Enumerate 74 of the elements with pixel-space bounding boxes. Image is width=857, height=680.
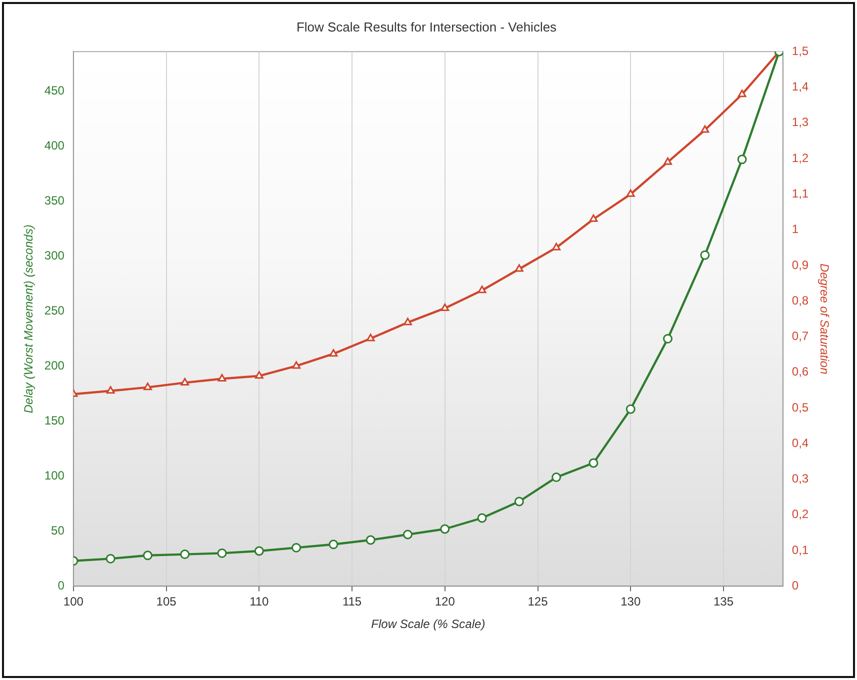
point — [514, 264, 524, 272]
y2-tick-label: 0,9 — [792, 258, 809, 272]
y2-tick-label: 1,5 — [792, 44, 809, 58]
y-tick-label: 200 — [44, 358, 65, 373]
point — [738, 90, 746, 98]
y-tick-label: 350 — [44, 194, 65, 208]
point — [217, 548, 227, 558]
x-tick-label: 115 — [342, 594, 362, 609]
y2-tick-label: 0,6 — [792, 364, 809, 379]
y-tick-label: 150 — [44, 414, 65, 428]
point — [329, 349, 338, 357]
y2-tick-label: 0,4 — [792, 436, 809, 450]
y2-axis-title: Degree of Saturation — [817, 264, 832, 375]
point — [514, 496, 524, 506]
x-tick-label: 100 — [63, 594, 84, 609]
x-tick-label: 120 — [434, 594, 456, 609]
point — [292, 361, 301, 369]
y2-tick-label: 0 — [792, 578, 799, 593]
y-tick-label: 400 — [44, 138, 65, 153]
y-tick-label: 450 — [44, 84, 65, 98]
point — [366, 535, 376, 545]
point — [402, 530, 412, 540]
y2-tick-label: 0,3 — [792, 472, 809, 486]
point — [478, 286, 486, 294]
y-tick-label: 250 — [44, 304, 65, 318]
y2-tick-label: 1,3 — [792, 115, 809, 130]
point — [477, 513, 487, 523]
y2-tick-label: 0,2 — [792, 507, 809, 522]
y-tick-label: 0 — [58, 578, 65, 593]
point — [440, 303, 450, 311]
x-tick-label: 125 — [528, 594, 548, 609]
y2-tick-label: 1,2 — [792, 150, 809, 165]
y-axis-title: Delay (Worst Movement) (seconds) — [22, 224, 36, 414]
point — [106, 554, 116, 564]
x-tick-label: 130 — [620, 594, 641, 609]
y2-tick-label: 1,1 — [792, 186, 809, 200]
x-axis-title: Flow Scale (% Scale) — [371, 617, 486, 632]
point — [552, 472, 562, 482]
point — [292, 542, 302, 552]
point — [328, 540, 338, 550]
point — [700, 250, 710, 260]
point — [142, 550, 152, 560]
chart-title: Flow Scale Results for Intersection - Vehicles — [296, 19, 558, 34]
point — [218, 374, 226, 382]
point — [552, 242, 561, 250]
point — [366, 334, 375, 342]
point — [700, 125, 710, 133]
point — [664, 157, 672, 165]
x-tick-label: 105 — [156, 594, 177, 609]
point — [106, 386, 115, 394]
point — [254, 546, 264, 556]
point — [663, 334, 673, 344]
y-tick-label: 100 — [44, 468, 65, 483]
point — [180, 550, 190, 560]
y-tick-label: 300 — [44, 248, 65, 263]
point — [588, 458, 598, 468]
point — [144, 382, 152, 390]
y2-tick-label: 0,5 — [792, 400, 809, 414]
x-tick-label: 110 — [250, 594, 270, 609]
x-tick-label: 135 — [713, 594, 734, 609]
y2-tick-label: 0,7 — [792, 329, 809, 344]
point — [737, 154, 747, 164]
point — [626, 404, 636, 414]
point — [404, 318, 412, 326]
y2-tick-label: 0,8 — [792, 293, 809, 308]
point — [254, 371, 264, 379]
point — [589, 214, 598, 222]
y-tick-label: 50 — [51, 524, 65, 538]
point — [180, 378, 190, 386]
point — [626, 189, 635, 197]
y2-tick-label: 0,1 — [792, 542, 809, 557]
y2-tick-label: 1,4 — [792, 80, 809, 94]
y2-tick-label: 1 — [792, 222, 799, 236]
point — [440, 524, 450, 534]
